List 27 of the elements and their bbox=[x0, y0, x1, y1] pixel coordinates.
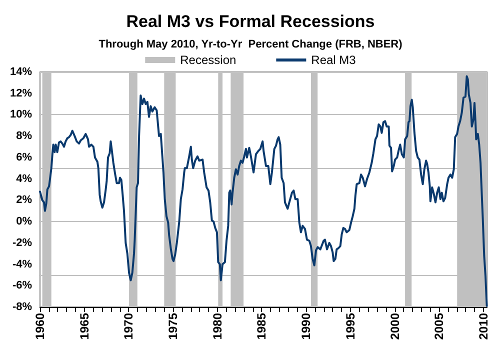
x-tick-label: 2000 bbox=[388, 312, 402, 340]
x-tick-label: 1960 bbox=[33, 312, 47, 340]
y-tick-label: 14% bbox=[10, 66, 32, 78]
y-tick-label: 0% bbox=[16, 216, 32, 228]
chart-title: Real M3 vs Formal Recessions bbox=[126, 12, 375, 31]
y-tick-label: 10% bbox=[10, 108, 32, 121]
y-tick-label: 8% bbox=[16, 130, 32, 142]
x-tick-label: 2010 bbox=[476, 312, 490, 340]
y-tick-label: -8% bbox=[12, 301, 32, 313]
x-tick-label: 1985 bbox=[254, 312, 269, 340]
y-tick-label: -6% bbox=[12, 280, 32, 292]
y-tick-label: 6% bbox=[16, 151, 32, 164]
y-tick-label: 12% bbox=[10, 87, 32, 100]
chart-subtitle: Through May 2010, Yr-to-Yr Percent Change (FRB, NBER) bbox=[98, 38, 403, 50]
y-tick-label: -2% bbox=[12, 236, 32, 249]
legend-label: Recession bbox=[180, 53, 236, 67]
x-tick-label: 1980 bbox=[210, 312, 224, 340]
x-tick-label: 1990 bbox=[299, 312, 314, 340]
y-tick-label: 2% bbox=[16, 194, 32, 206]
x-tick-label: 2005 bbox=[432, 312, 446, 340]
y-tick-label: 4% bbox=[16, 172, 32, 185]
x-tick-label: 1975 bbox=[166, 312, 180, 340]
y-tick-label: -4% bbox=[12, 258, 32, 270]
x-tick-label: 1995 bbox=[343, 312, 358, 340]
x-tick-label: 1970 bbox=[122, 312, 136, 340]
legend-label: Real M3 bbox=[311, 53, 356, 67]
x-tick-label: 1965 bbox=[77, 312, 92, 340]
